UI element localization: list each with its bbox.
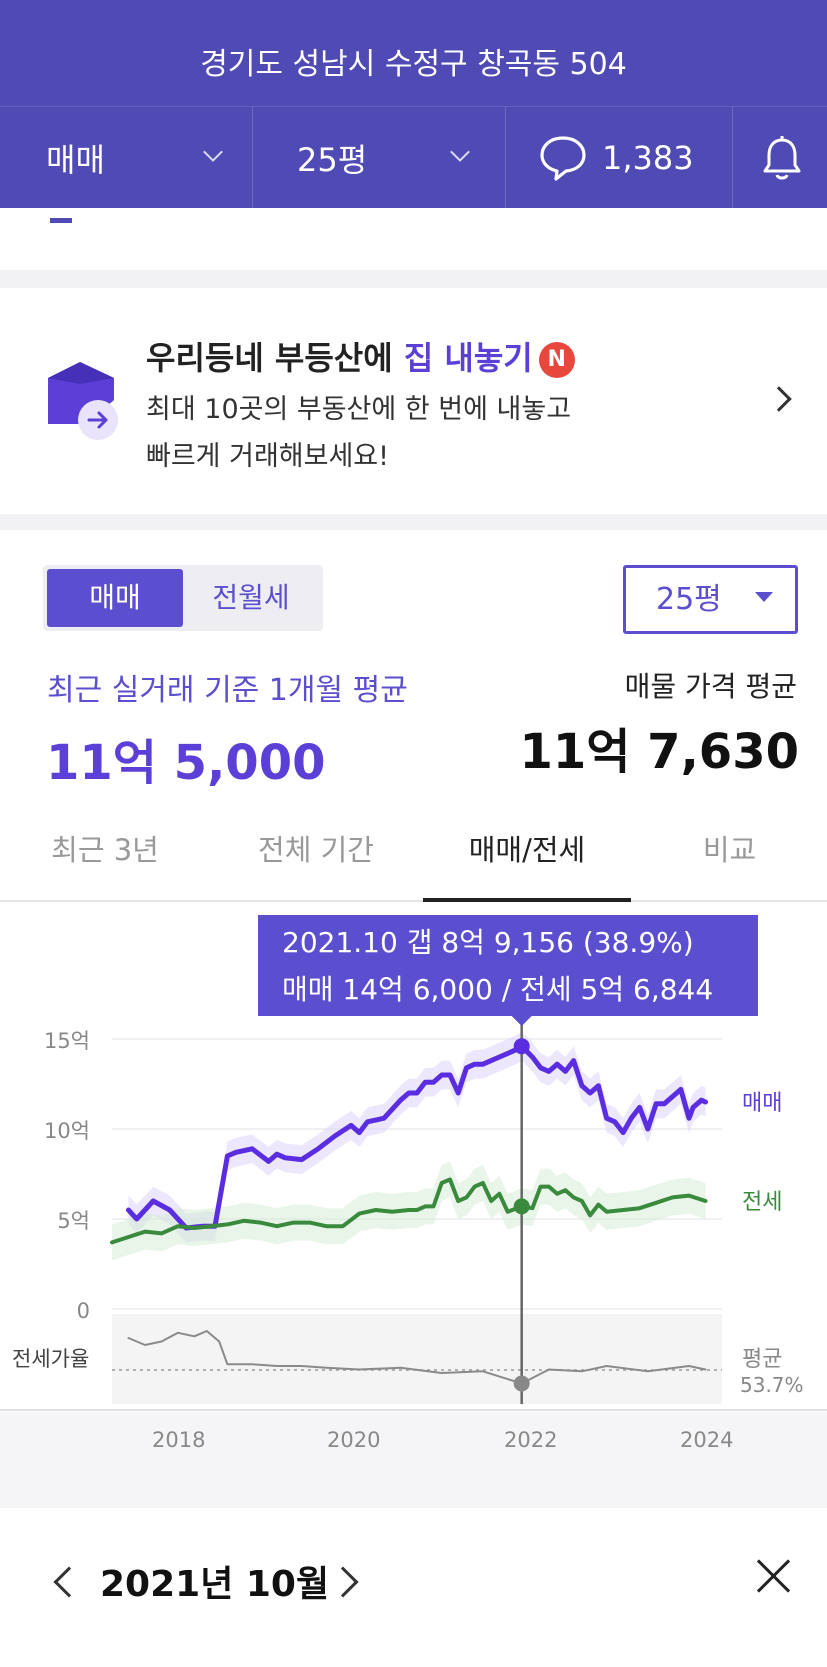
new-badge: N [538,342,575,378]
chart-tooltip: 2021.10 갭 8억 9,156 (38.9%) 매매 14억 6,000 … [258,915,758,1016]
house-arrow-icon [48,362,118,440]
chevron-down-icon [203,142,223,162]
chevron-down-icon [450,142,470,162]
header-divider [0,106,827,107]
deal-type-label: 매매 [46,140,105,179]
tab-recent-3y[interactable]: 최근 3년 [51,833,159,867]
banner-title-text: 우리등네 부등산에 [146,339,404,377]
size-select[interactable]: 25평 [297,107,497,208]
banner-desc-line: 최대 10곳의 부동산에 한 번에 내놓고 [146,394,572,425]
notification-button[interactable] [760,107,820,208]
recent-trade-price: 11억 5,000 [46,735,326,791]
scrolled-content-strip [0,208,827,268]
section-gap [0,270,827,288]
jeonse-series-label: 전세 [742,1190,782,1215]
top-app-bar: 경기도 성남시 수정구 창곡동 504 매매 25평 1,383 [0,0,827,208]
tab-sale-jeonse[interactable]: 매매/전세 [423,810,631,902]
comments-button[interactable]: 1,383 [538,107,718,208]
y-tick-label: 5억 [57,1209,90,1233]
tab-compare[interactable]: 비교 [702,833,757,867]
tab-all-period[interactable]: 전체 기간 [258,833,374,867]
toggle-rent[interactable]: 전월세 [212,581,290,614]
size-label: 25평 [297,140,368,179]
tooltip-line: 2021.10 갭 8억 9,156 (38.9%) [282,926,694,959]
x-tick-label: 2020 [327,1428,381,1452]
chart-tabs: 최근 3년 전체 기간 매매/전세 비교 [0,810,827,902]
sale-price-line [126,1043,708,1231]
deal-type-toggle: 매매 전월세 [43,565,323,631]
section-gap [0,1412,827,1508]
size-dropdown-value: 25평 [656,582,722,617]
listing-price-value: 11억 7,630 [519,724,800,780]
address-title: 경기도 성남시 수정구 창곡동 504 [200,47,627,82]
x-axis-labels: 2018 2020 2022 2024 [0,1420,827,1460]
header-separator [732,107,733,208]
comment-count: 1,383 [602,138,694,177]
toggle-sale[interactable]: 매매 [47,569,183,627]
banner-title: 우리등네 부등산에 집 내놓기 N [146,333,575,379]
jeonse-ratio-line [127,1330,707,1385]
ratio-band-bg [112,1314,722,1404]
banner-title-accent: 집 내놓기 [403,339,533,377]
x-tick-label: 2024 [680,1428,734,1452]
recent-trade-label: 최근 실거래 기준 1개월 평균 [47,673,408,708]
tooltip-line: 매매 14억 6,000 / 전세 5억 6,844 [282,973,714,1006]
section-gap [0,514,827,530]
banner-desc-line: 빠르게 거래해보세요! [146,441,389,472]
selected-jeonse-point [513,1198,530,1215]
listing-price-label: 매물 가격 평균 [624,670,797,703]
ratio-average-label: 평균 [742,1347,782,1372]
bullet-marker [50,218,72,223]
detail-month-title: 2021년 10월 [100,1564,330,1605]
bell-icon [763,135,801,179]
deal-type-select[interactable]: 매매 [46,107,246,208]
caret-down-icon [755,592,773,602]
sale-series-label: 매매 [742,1091,782,1116]
y-tick-label: 10억 [44,1119,90,1143]
list-my-home-banner[interactable]: 우리등네 부등산에 집 내놓기 N 최대 10곳의 부동산에 한 번에 내놓고 빠… [0,288,827,514]
ratio-average-value: 53.7% [740,1373,804,1397]
x-tick-label: 2022 [504,1428,558,1452]
header-separator [252,107,253,208]
filter-bar: 매매 25평 1,383 [0,107,827,208]
banner-description: 최대 10곳의 부동산에 한 번에 내놓고 빠르게 거래해보세요! [146,386,571,480]
y-tick-label: 0 [77,1299,90,1323]
speech-bubble-icon [540,135,586,181]
y-tick-label: 15억 [44,1029,90,1053]
jeonse-price-line [110,1177,708,1245]
selected-ratio-point [513,1375,530,1392]
selected-sale-point [513,1038,530,1055]
ratio-axis-label: 전세가율 [12,1347,89,1371]
size-dropdown[interactable]: 25평 [623,565,798,634]
month-detail-panel [0,1508,827,1667]
header-separator [505,107,506,208]
x-tick-label: 2018 [152,1428,206,1452]
tooltip-pointer [511,1016,532,1026]
close-icon[interactable] [756,1558,792,1594]
